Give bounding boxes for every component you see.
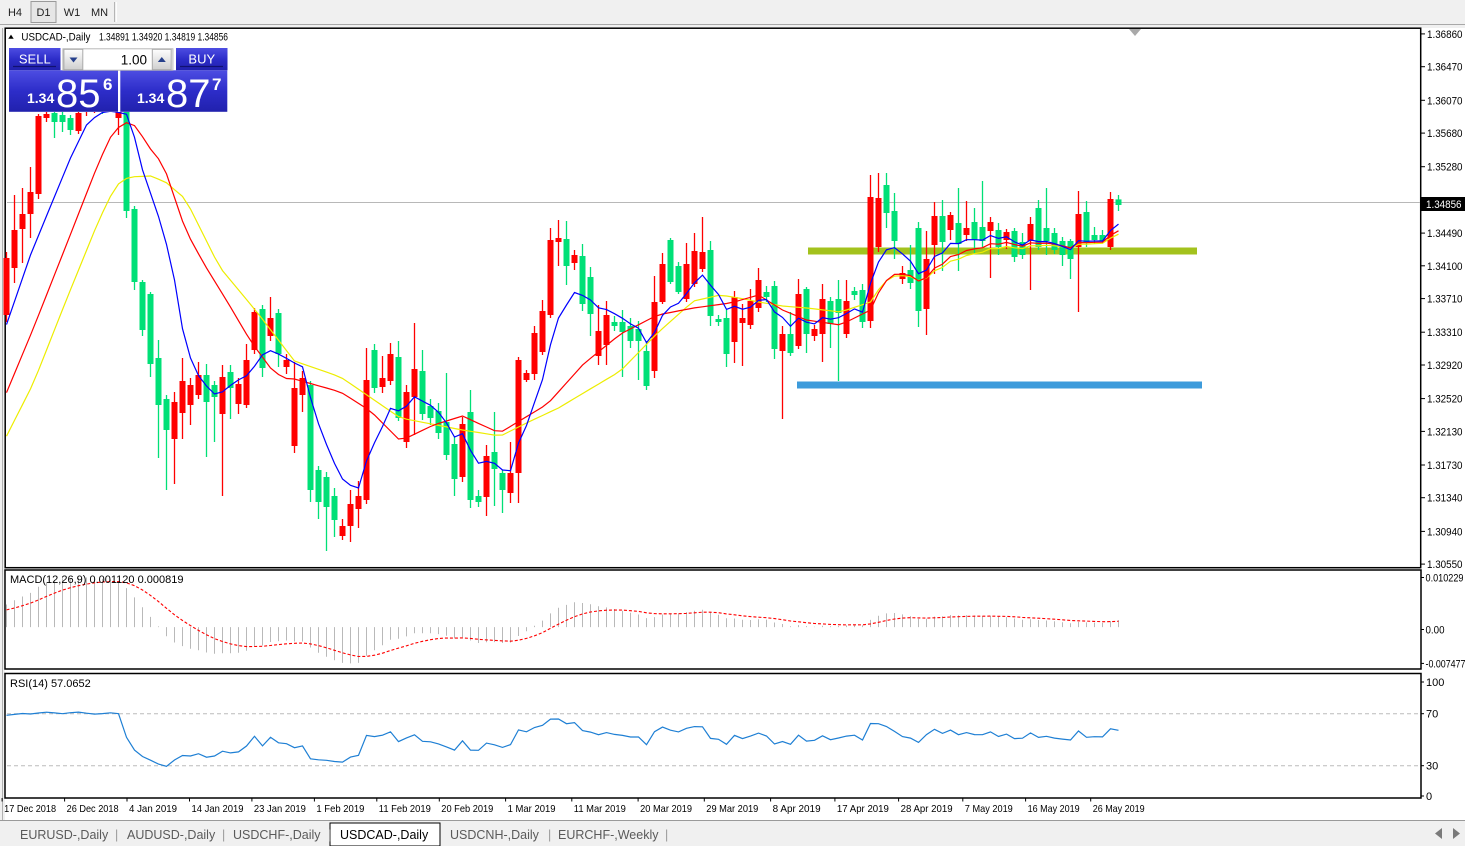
svg-text:1.36860: 1.36860 xyxy=(1427,29,1463,41)
svg-text:7: 7 xyxy=(212,75,221,94)
svg-text:1.30940: 1.30940 xyxy=(1427,526,1463,538)
svg-text:H4: H4 xyxy=(8,7,22,19)
svg-text:23 Jan 2019: 23 Jan 2019 xyxy=(254,803,306,815)
svg-text:16 May 2019: 16 May 2019 xyxy=(1028,803,1080,815)
svg-text:EURCHF-,Weekly: EURCHF-,Weekly xyxy=(558,828,659,842)
svg-text:26 May 2019: 26 May 2019 xyxy=(1093,803,1145,815)
svg-text:BUY: BUY xyxy=(188,52,215,67)
svg-text:0.010229: 0.010229 xyxy=(1426,573,1464,585)
svg-text:|: | xyxy=(115,828,118,842)
svg-text:1.32130: 1.32130 xyxy=(1427,426,1463,438)
svg-text:1 Mar 2019: 1 Mar 2019 xyxy=(508,803,556,815)
svg-text:1.31340: 1.31340 xyxy=(1427,493,1463,505)
svg-text:1.00: 1.00 xyxy=(121,53,147,68)
svg-text:85: 85 xyxy=(56,72,101,116)
svg-text:1.35680: 1.35680 xyxy=(1427,128,1463,140)
svg-text:SELL: SELL xyxy=(19,52,51,67)
svg-text:|: | xyxy=(548,828,551,842)
svg-text:1.32520: 1.32520 xyxy=(1427,394,1463,406)
svg-text:6: 6 xyxy=(103,75,112,94)
svg-text:AUDUSD-,Daily: AUDUSD-,Daily xyxy=(127,828,216,842)
svg-text:1.31730: 1.31730 xyxy=(1427,460,1463,472)
svg-text:USDCNH-,Daily: USDCNH-,Daily xyxy=(450,828,540,842)
svg-text:1.34100: 1.34100 xyxy=(1427,261,1463,273)
svg-text:1.35280: 1.35280 xyxy=(1427,162,1463,174)
svg-text:1.34891 1.34920 1.34819 1.3485: 1.34891 1.34920 1.34819 1.34856 xyxy=(99,32,228,44)
svg-text:1.36070: 1.36070 xyxy=(1427,95,1463,107)
svg-text:MN: MN xyxy=(91,7,108,19)
svg-text:87: 87 xyxy=(166,72,211,116)
svg-text:|: | xyxy=(222,828,225,842)
svg-text:1.36470: 1.36470 xyxy=(1427,62,1463,74)
svg-text:17 Dec 2018: 17 Dec 2018 xyxy=(4,803,56,815)
svg-text:8 Apr 2019: 8 Apr 2019 xyxy=(773,803,821,815)
svg-text:RSI(14) 57.0652: RSI(14) 57.0652 xyxy=(10,678,91,690)
svg-text:11 Mar 2019: 11 Mar 2019 xyxy=(574,803,626,815)
svg-text:26 Dec 2018: 26 Dec 2018 xyxy=(67,803,119,815)
svg-text:20 Feb 2019: 20 Feb 2019 xyxy=(441,803,493,815)
svg-text:1.33710: 1.33710 xyxy=(1427,294,1463,306)
svg-text:0.00: 0.00 xyxy=(1426,625,1445,637)
svg-text:20 Mar 2019: 20 Mar 2019 xyxy=(640,803,692,815)
svg-text:MACD(12,26,9) 0.001120 0.00081: MACD(12,26,9) 0.001120 0.000819 xyxy=(10,574,183,586)
svg-text:4 Jan 2019: 4 Jan 2019 xyxy=(129,803,177,815)
svg-text:USDCAD-,Daily: USDCAD-,Daily xyxy=(340,828,429,842)
svg-text:100: 100 xyxy=(1426,677,1444,689)
svg-text:28 Apr 2019: 28 Apr 2019 xyxy=(901,803,953,815)
svg-text:1.34: 1.34 xyxy=(137,90,164,106)
svg-text:|: | xyxy=(665,828,668,842)
svg-text:1.33310: 1.33310 xyxy=(1427,327,1463,339)
svg-text:-0.007477: -0.007477 xyxy=(1426,658,1465,670)
svg-text:USDCHF-,Daily: USDCHF-,Daily xyxy=(233,828,321,842)
svg-text:1.34: 1.34 xyxy=(27,90,54,106)
svg-text:1.30550: 1.30550 xyxy=(1427,559,1463,571)
svg-text:|: | xyxy=(328,828,331,842)
svg-text:1.34490: 1.34490 xyxy=(1427,228,1463,240)
svg-text:1 Feb 2019: 1 Feb 2019 xyxy=(316,803,364,815)
svg-text:1.34856: 1.34856 xyxy=(1426,199,1462,211)
svg-text:0: 0 xyxy=(1426,791,1432,803)
svg-text:11 Feb 2019: 11 Feb 2019 xyxy=(379,803,431,815)
svg-text:D1: D1 xyxy=(36,7,50,19)
svg-text:30: 30 xyxy=(1426,761,1438,773)
svg-text:70: 70 xyxy=(1426,709,1438,721)
svg-text:17 Apr 2019: 17 Apr 2019 xyxy=(837,803,889,815)
svg-text:7 May 2019: 7 May 2019 xyxy=(965,803,1013,815)
svg-text:EURUSD-,Daily: EURUSD-,Daily xyxy=(20,828,109,842)
svg-text:29 Mar 2019: 29 Mar 2019 xyxy=(706,803,758,815)
svg-text:W1: W1 xyxy=(64,7,81,19)
svg-text:14 Jan 2019: 14 Jan 2019 xyxy=(192,803,244,815)
svg-text:1.32920: 1.32920 xyxy=(1427,360,1463,372)
svg-text:USDCAD-,Daily: USDCAD-,Daily xyxy=(21,32,90,44)
